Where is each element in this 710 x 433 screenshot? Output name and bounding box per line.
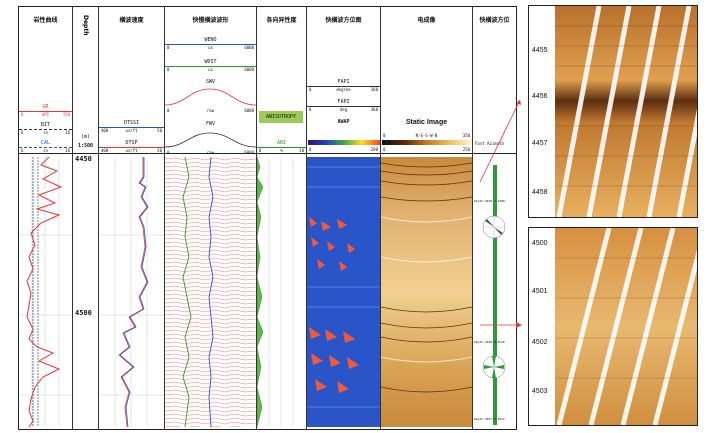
track-title: 横波速度: [119, 17, 144, 24]
track-title: 各向异性度: [266, 17, 297, 24]
depth-scale: 1:500: [77, 143, 94, 149]
track-depth: Depth (m) 1:500 4450 4500: [73, 7, 99, 429]
rose-diagram-2: [482, 355, 506, 379]
waveform-display: [165, 157, 256, 427]
lithology-curves: [19, 157, 72, 427]
azimuth-image: [307, 157, 380, 427]
track-title: 快慢横波波形: [192, 17, 229, 24]
panel-depth-4455: 4455: [532, 47, 548, 54]
track-anisotropy: 各向异性度 ANISOTROPY ANI 0 % 10: [257, 7, 307, 429]
static-image: [381, 157, 472, 427]
track-azimuth: 快横波方位图 FAPI 0 degree 360 FAPI 0 deg 360 …: [307, 7, 381, 429]
track-title: 快横波方位图: [325, 17, 362, 24]
track-static-image: 电成像 Static Image N-E-S-W-N 0 350 0 250: [381, 7, 473, 429]
depth-mark-4500: 4500: [75, 309, 92, 317]
depth-title: Depth: [82, 15, 89, 36]
panel-depth-4501: 4501: [532, 288, 548, 295]
curve-gr-name: GR: [42, 104, 49, 110]
track-fast-azimuth: 快横波方位 Fast Azimuth Depth:4450.7-4480. De…: [473, 7, 516, 429]
azimuth-colorbar: [308, 140, 380, 145]
curve-cal-name: CAL: [40, 140, 51, 146]
panel-depth-4500: 4500: [532, 240, 548, 247]
curve-bit-name: BIT: [40, 122, 51, 128]
image-colorbar: [382, 140, 472, 145]
panel-depth-4458: 4458: [532, 189, 548, 196]
depth-mark-4450: 4450: [75, 155, 92, 163]
anisotropy-curve: [257, 157, 294, 427]
track-title: 电成像: [417, 17, 436, 24]
zoom-panel-top: 4455 4456 4457 4458: [528, 5, 698, 218]
rose-diagram-1: [482, 215, 506, 239]
panel-depth-4503: 4503: [532, 388, 548, 395]
track-title: 快横波方位: [479, 17, 510, 24]
track-velocity: 横波速度 DTSSI 400 us/ft 50 DTSP 400 us/ft 5…: [99, 7, 165, 429]
anisotropy-box: ANISOTROPY: [259, 111, 303, 123]
zoom-panel-bottom: 4500 4501 4502 4503: [528, 227, 698, 426]
fast-azimuth-bar: [493, 165, 497, 425]
track-waveform: 快慢横波波形 WENO 0 us 6000 WDST 0 us 6000 SWV…: [165, 7, 257, 429]
panel-depth-4456: 4456: [532, 93, 548, 100]
track-title: 岩性曲线: [33, 17, 58, 24]
track-lithology: 岩性曲线 GR 0 API 150 BIT 6 in 16 CAL 6 in 1…: [19, 7, 73, 429]
panel-depth-4502: 4502: [532, 339, 548, 346]
well-log-display: 岩性曲线 GR 0 API 150 BIT 6 in 16 CAL 6 in 1…: [18, 6, 517, 430]
panel-depth-4457: 4457: [532, 140, 548, 147]
velocity-curves: [99, 157, 164, 427]
